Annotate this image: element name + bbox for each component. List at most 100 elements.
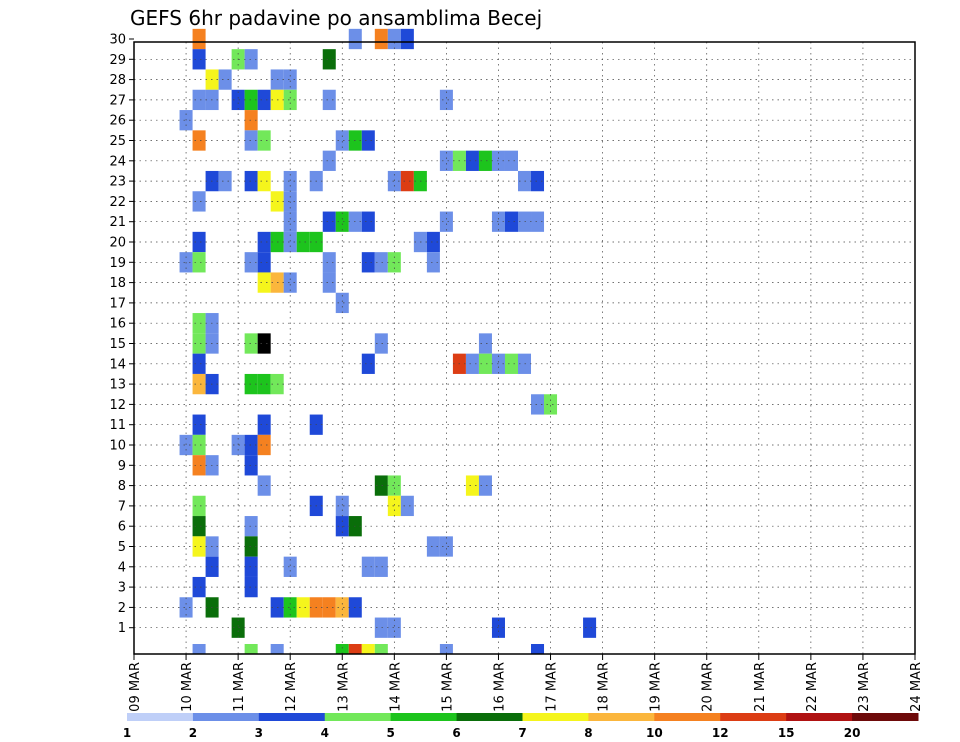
heatmap-cell (374, 28, 388, 50)
legend-swatch (720, 713, 787, 721)
heatmap-cell (322, 49, 336, 70)
grid-layer (134, 42, 915, 654)
y-tick-label: 7 (118, 499, 126, 514)
heatmap-cell (218, 170, 232, 192)
y-tick-label: 3 (118, 581, 126, 596)
heatmap-cell (361, 556, 375, 577)
legend-label: 10 (646, 726, 663, 740)
heatmap-cell (439, 644, 453, 654)
legend-label: 5 (386, 726, 394, 740)
heatmap-cell (244, 536, 258, 557)
heatmap-cell (374, 333, 388, 354)
y-tick-label: 13 (109, 378, 126, 393)
heatmap-cell (283, 231, 297, 253)
heatmap-cell (374, 252, 388, 273)
heatmap-cell (531, 211, 545, 232)
heatmap-cell (257, 475, 271, 496)
heatmap-cell (322, 211, 336, 232)
heatmap-cell (192, 49, 206, 70)
heatmap-cell (374, 475, 388, 496)
heatmap-cell (439, 211, 453, 232)
heatmap-cell (192, 313, 206, 334)
x-tick-label: 14 MAR (388, 662, 403, 712)
legend-swatch (852, 713, 919, 721)
heatmap-cell (465, 150, 479, 171)
x-axis: 09 MAR 10 MAR 11 MAR 12 MAR 13 MAR 14 MAR 15 M… (128, 654, 924, 712)
heatmap-cell (531, 170, 545, 192)
heatmap-cell (478, 333, 492, 354)
heatmap-cell (322, 150, 336, 171)
legend-label: 6 (452, 726, 460, 740)
heatmap-cell (244, 170, 258, 192)
x-tick-label: 24 MAR (909, 662, 924, 712)
y-tick-label: 24 (109, 154, 126, 169)
chart-title: GEFS 6hr padavine po ansamblima Becej (130, 6, 543, 30)
heatmap-cell (296, 231, 310, 253)
heatmap-cell (192, 252, 206, 273)
heatmap-cell (283, 170, 297, 192)
x-tick-label: 15 MAR (440, 662, 455, 712)
legend-swatch (258, 713, 326, 721)
heatmap-cell (192, 333, 206, 354)
x-tick-label: 23 MAR (857, 662, 872, 712)
heatmap-cell (361, 252, 375, 273)
heatmap-cell (257, 414, 271, 435)
heatmap-cell (504, 353, 518, 374)
heatmap-cell (257, 170, 271, 192)
y-tick-label: 22 (109, 195, 126, 210)
heatmap-cell (387, 495, 401, 517)
y-tick-label: 1 (118, 621, 126, 636)
x-tick-label: 09 MAR (128, 662, 143, 712)
heatmap-cell (192, 353, 206, 374)
heatmap-cell (244, 455, 258, 476)
x-tick-label: 16 MAR (492, 662, 507, 712)
x-tick-label: 19 MAR (649, 662, 664, 712)
y-tick-label: 4 (118, 560, 126, 575)
heatmap-cell (504, 211, 518, 232)
legend-label: 7 (518, 726, 526, 740)
heatmap-cell (257, 434, 271, 456)
heatmap-cell (257, 333, 271, 354)
heatmap-cell (400, 170, 414, 192)
heatmap-cell (257, 272, 271, 293)
legend-swatch (456, 713, 523, 721)
y-tick-label: 10 (109, 439, 126, 454)
legend-swatch (786, 713, 853, 721)
x-tick-label: 12 MAR (284, 662, 299, 712)
heatmap-cell (335, 495, 349, 517)
plot-frame (133, 41, 916, 655)
x-tick-label: 21 MAR (753, 662, 768, 712)
heatmap-cell (283, 272, 297, 293)
heatmap-cell (387, 28, 401, 50)
legend-label: 12 (712, 726, 729, 740)
heatmap-cell (231, 617, 245, 638)
heatmap-cell (244, 252, 258, 273)
x-tick-label: 17 MAR (545, 662, 560, 712)
heatmap-cell (192, 495, 206, 517)
heatmap-cell (335, 597, 349, 618)
heatmap-cell (426, 231, 440, 253)
heatmap-cell (439, 89, 453, 111)
legend-label: 4 (321, 726, 329, 740)
legend-label: 15 (778, 726, 795, 740)
heatmap-cell (478, 475, 492, 496)
heatmap-cell (244, 373, 258, 395)
heatmap-cell (244, 89, 258, 111)
heatmap-cell (192, 191, 206, 212)
heatmap-cell (192, 231, 206, 253)
legend-label: 1 (123, 726, 131, 740)
heatmap-cell (270, 644, 284, 654)
heatmap-cell (322, 89, 336, 111)
heatmap-cell (387, 170, 401, 192)
heatmap-cell (361, 130, 375, 151)
y-tick-label: 5 (118, 540, 126, 555)
heatmap-cell (231, 89, 245, 111)
heatmap-cell (192, 28, 206, 50)
heatmap-cell (426, 536, 440, 557)
y-tick-label: 21 (109, 215, 126, 230)
heatmap-cell (192, 130, 206, 151)
heatmap-cell (361, 211, 375, 232)
heatmap-cell (361, 644, 375, 654)
y-tick-label: 28 (109, 73, 126, 88)
